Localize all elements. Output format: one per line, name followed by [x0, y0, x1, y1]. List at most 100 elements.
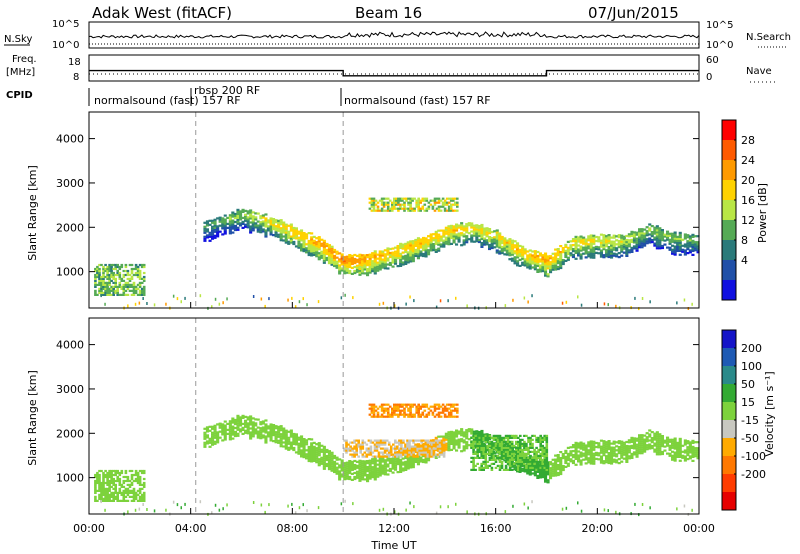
power-cell: [203, 227, 207, 230]
velocity-cell: [391, 461, 395, 464]
power-cell: [456, 203, 459, 206]
power-cell: [597, 246, 601, 249]
power-cell: [371, 270, 375, 273]
velocity-cell: [496, 454, 500, 457]
power-cell: [216, 227, 220, 230]
power-cell: [122, 279, 126, 282]
velocity-cell: [408, 439, 411, 442]
velocity-cell: [465, 445, 469, 448]
velocity-cell: [632, 437, 636, 440]
velocity-cell: [589, 462, 593, 465]
velocity-cell: [660, 435, 664, 438]
velocity-cell: [355, 460, 359, 463]
power-cell: [480, 237, 484, 241]
power-cell: [126, 293, 130, 296]
power-cell: [120, 287, 124, 290]
power-cell: [559, 266, 563, 270]
velocity-cell: [383, 473, 387, 476]
velocity-cell: [425, 413, 429, 416]
velocity-cell: [289, 429, 293, 432]
velocity-cell: [500, 442, 504, 445]
power-cell: [696, 243, 700, 246]
velocity-cell: [411, 413, 414, 416]
power-cell: [108, 279, 111, 282]
velocity-cell: [527, 448, 530, 451]
velocity-cell: [443, 415, 447, 418]
power-cell: [658, 229, 662, 232]
power-cell: [643, 236, 647, 239]
velocity-cell: [436, 441, 440, 444]
velocity-cell: [424, 443, 428, 446]
velocity-cell: [249, 427, 253, 430]
velocity-cell: [597, 458, 601, 461]
power-cell: [424, 253, 428, 256]
velocity-cell: [395, 403, 398, 406]
velocity-cell: [676, 455, 680, 458]
power-cell: [138, 301, 141, 305]
power-cell: [444, 230, 448, 233]
velocity-cell: [373, 443, 377, 446]
velocity-cell: [373, 447, 377, 450]
velocity-cell: [412, 455, 415, 458]
velocity-cell: [216, 441, 220, 444]
velocity-cell: [494, 436, 498, 439]
power-cell: [622, 247, 626, 250]
power-cell: [404, 258, 408, 261]
power-cell: [666, 234, 670, 237]
velocity-cell: [300, 451, 304, 454]
power-cell: [320, 242, 324, 245]
velocity-cell: [274, 433, 278, 436]
power-cell: [361, 266, 365, 269]
power-cell: [480, 241, 484, 245]
velocity-cell: [383, 461, 387, 464]
velocity-cell: [114, 489, 117, 492]
velocity-cell: [395, 413, 398, 416]
velocity-cell: [498, 450, 502, 453]
velocity-cell: [508, 458, 512, 461]
velocity-cell: [527, 468, 530, 471]
velocity-cell: [110, 473, 113, 477]
power-cell: [584, 256, 588, 259]
power-cell: [620, 242, 624, 245]
power-cell: [439, 199, 443, 202]
power-cell: [406, 245, 410, 248]
power-cell: [223, 224, 227, 227]
velocity-cell: [366, 476, 370, 479]
power-cell: [396, 245, 400, 248]
power-cell: [355, 260, 359, 263]
power-cell: [264, 221, 268, 224]
power-cell: [112, 293, 115, 296]
velocity-cell: [373, 474, 377, 477]
velocity-cell: [259, 433, 263, 436]
velocity-cell: [211, 441, 215, 444]
velocity-cell: [502, 436, 506, 439]
velocity-cell: [564, 455, 568, 458]
power-cell: [599, 249, 603, 252]
velocity-cell: [254, 428, 258, 431]
power-cell: [246, 218, 250, 221]
velocity-cell: [106, 483, 109, 486]
power-cell: [577, 244, 581, 247]
velocity-cell: [282, 433, 286, 436]
velocity-cell: [648, 433, 652, 436]
velocity-cell: [228, 434, 232, 437]
power-cell: [411, 252, 415, 255]
power-cell: [632, 247, 636, 250]
power-cell: [589, 254, 593, 257]
power-cell: [658, 243, 662, 246]
velocity-cell: [410, 449, 413, 452]
velocity-cell: [426, 441, 430, 444]
power-cell: [449, 224, 453, 227]
velocity-cell: [506, 434, 510, 437]
power-cell: [382, 201, 386, 204]
velocity-cell: [478, 448, 481, 451]
velocity-cell: [345, 467, 349, 470]
power-cell: [498, 252, 502, 255]
velocity-cell: [244, 419, 248, 422]
velocity-cell: [467, 428, 471, 431]
velocity-cell: [368, 403, 372, 406]
power-cell: [510, 251, 514, 254]
velocity-cell: [417, 409, 420, 412]
power-cell: [599, 239, 603, 242]
velocity-cell: [233, 426, 237, 430]
